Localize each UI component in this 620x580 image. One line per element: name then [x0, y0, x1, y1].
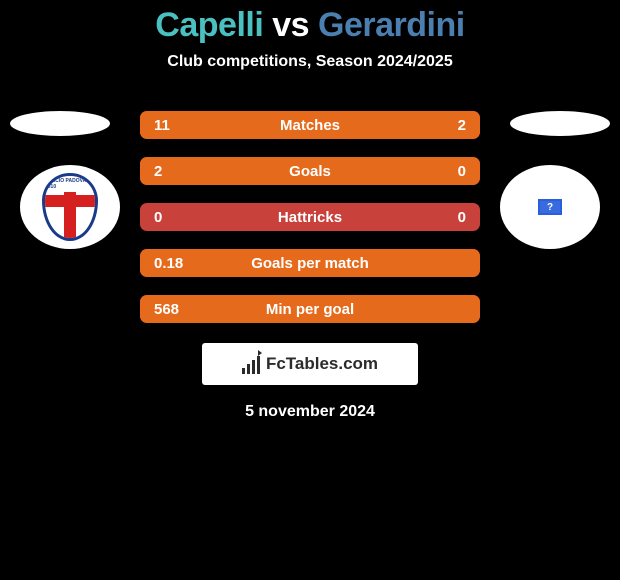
footer-date: 5 november 2024 [0, 403, 620, 421]
page-title: Capelli vs Gerardini [0, 0, 620, 45]
player1-name: Capelli [155, 6, 263, 44]
site-logo[interactable]: FcTables.com [202, 343, 418, 385]
stat-row: 11Matches2 [140, 111, 480, 139]
stats-list: 11Matches22Goals00Hattricks00.18Goals pe… [140, 111, 480, 323]
padova-shield-icon: CALCIO PADOVA 1910 [42, 173, 98, 241]
stat-label: Goals per match [140, 255, 480, 272]
player1-club-badge: CALCIO PADOVA 1910 [20, 165, 120, 249]
stat-value-right: 0 [458, 163, 466, 180]
stat-label: Hattricks [140, 209, 480, 226]
fctables-chart-icon [242, 354, 260, 374]
shield-band-text: CALCIO PADOVA 1910 [45, 176, 95, 192]
stat-row: 0Hattricks0 [140, 203, 480, 231]
stat-row: 0.18Goals per match [140, 249, 480, 277]
comparison-panel: CALCIO PADOVA 1910 11Matches22Goals00Hat… [0, 111, 620, 323]
stat-row: 568Min per goal [140, 295, 480, 323]
stat-value-right: 0 [458, 209, 466, 226]
unknown-club-icon [538, 199, 562, 215]
stat-label: Min per goal [140, 301, 480, 318]
subtitle: Club competitions, Season 2024/2025 [0, 53, 620, 71]
stat-label: Matches [140, 117, 480, 134]
player2-avatar [510, 111, 610, 136]
site-name: FcTables.com [266, 354, 378, 374]
vs-text: vs [272, 6, 309, 44]
stat-label: Goals [140, 163, 480, 180]
player2-name: Gerardini [318, 6, 465, 44]
player1-avatar [10, 111, 110, 136]
stat-row: 2Goals0 [140, 157, 480, 185]
stat-value-right: 2 [458, 117, 466, 134]
player2-club-badge [500, 165, 600, 249]
